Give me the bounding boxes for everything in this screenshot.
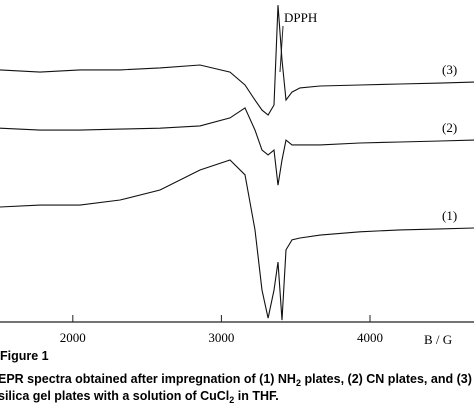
- caption-line: silica gel plates with a solution of CuC…: [0, 389, 279, 405]
- x-axis-label: B / G: [424, 332, 452, 347]
- series-label: (3): [442, 62, 457, 77]
- caption-text: plates, (2) CN plates, and (3): [301, 372, 472, 386]
- caption-subscript: 2: [296, 378, 301, 388]
- annotation: DPPH: [284, 10, 317, 25]
- caption-text: in THF.: [234, 389, 278, 403]
- spectrum-line: [0, 159, 474, 321]
- series-label: (2): [442, 120, 457, 135]
- series-label: (1): [442, 208, 457, 223]
- caption-label: Figure 1: [0, 349, 49, 363]
- spectrum-line: [0, 107, 474, 186]
- caption-line: EPR spectra obtained after impregnation …: [0, 372, 472, 388]
- caption-text: EPR spectra obtained after impregnation …: [0, 372, 296, 386]
- caption-subscript: 2: [229, 395, 234, 405]
- x-tick-label: 2000: [60, 330, 86, 345]
- x-tick-label: 4000: [357, 330, 383, 345]
- x-tick-label: 3000: [208, 330, 234, 345]
- spectrum-line: [0, 5, 474, 116]
- caption-text: silica gel plates with a solution of CuC…: [0, 389, 229, 403]
